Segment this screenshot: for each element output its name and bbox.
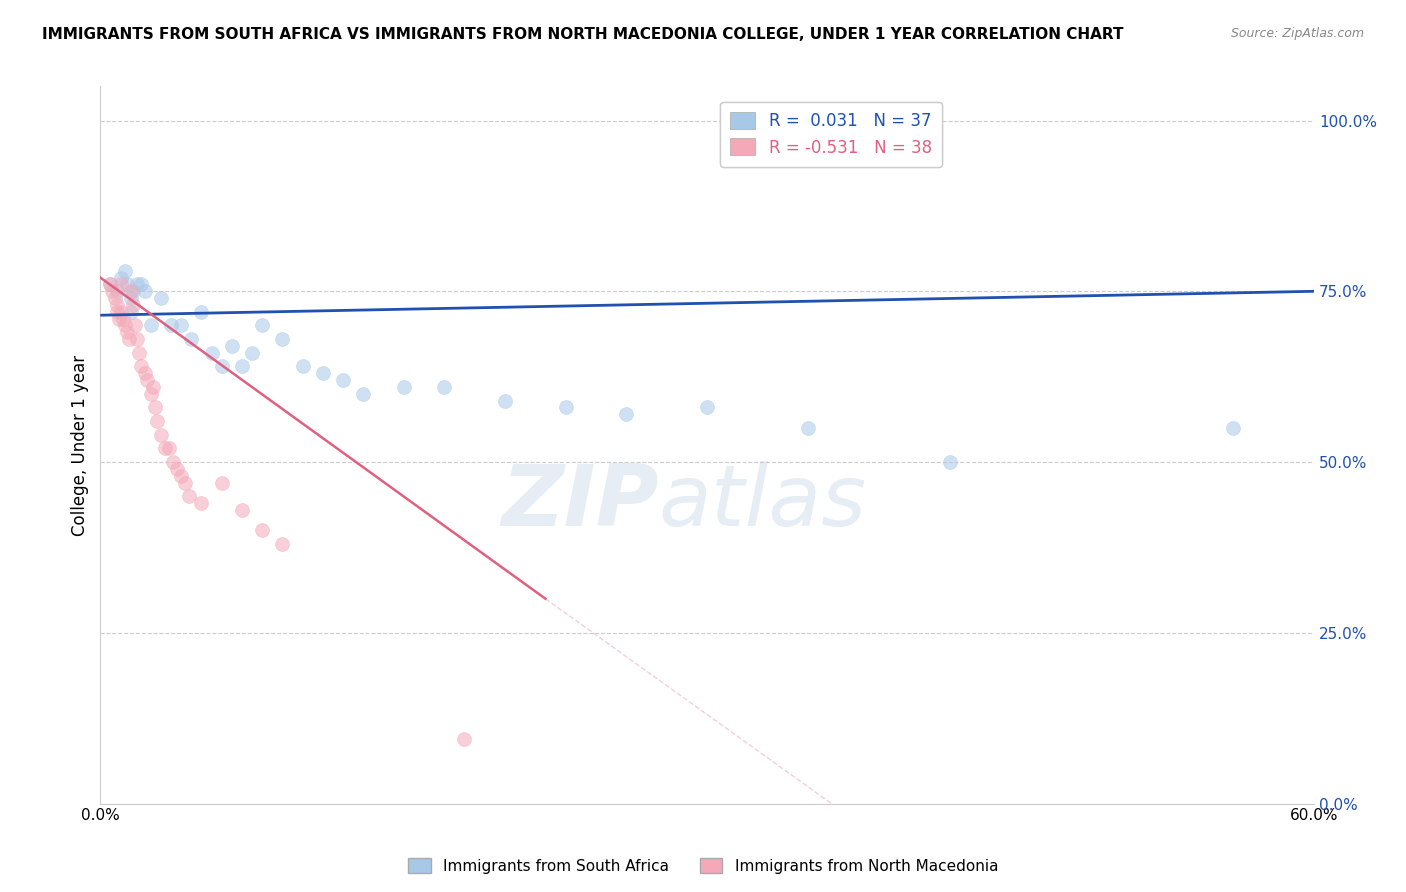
Point <box>614 407 637 421</box>
Point <box>180 332 202 346</box>
Point <box>134 366 156 380</box>
Point <box>392 380 415 394</box>
Point <box>129 359 152 374</box>
Text: Source: ZipAtlas.com: Source: ZipAtlas.com <box>1230 27 1364 40</box>
Point <box>111 311 134 326</box>
Point <box>110 270 132 285</box>
Point <box>166 462 188 476</box>
Point <box>125 332 148 346</box>
Text: IMMIGRANTS FROM SOUTH AFRICA VS IMMIGRANTS FROM NORTH MACEDONIA COLLEGE, UNDER 1: IMMIGRANTS FROM SOUTH AFRICA VS IMMIGRAN… <box>42 27 1123 42</box>
Point <box>114 264 136 278</box>
Point <box>120 285 142 299</box>
Point <box>105 305 128 319</box>
Point <box>250 318 273 333</box>
Point <box>332 373 354 387</box>
Point <box>174 475 197 490</box>
Point <box>120 305 142 319</box>
Point <box>211 475 233 490</box>
Point <box>170 468 193 483</box>
Point <box>100 277 122 292</box>
Point <box>271 332 294 346</box>
Point <box>179 489 201 503</box>
Legend: Immigrants from South Africa, Immigrants from North Macedonia: Immigrants from South Africa, Immigrants… <box>402 852 1004 880</box>
Point <box>160 318 183 333</box>
Point <box>121 298 143 312</box>
Point <box>150 291 173 305</box>
Point <box>352 386 374 401</box>
Legend: R =  0.031   N = 37, R = -0.531   N = 38: R = 0.031 N = 37, R = -0.531 N = 38 <box>720 102 942 167</box>
Text: ZIP: ZIP <box>501 461 658 544</box>
Point <box>190 496 212 510</box>
Point <box>115 326 138 340</box>
Point <box>125 277 148 292</box>
Point <box>271 537 294 551</box>
Point <box>211 359 233 374</box>
Point <box>128 345 150 359</box>
Point <box>231 359 253 374</box>
Point <box>231 503 253 517</box>
Point <box>150 427 173 442</box>
Point <box>124 318 146 333</box>
Point <box>139 386 162 401</box>
Point <box>105 285 128 299</box>
Point <box>107 311 129 326</box>
Point <box>162 455 184 469</box>
Point <box>939 455 962 469</box>
Point <box>118 332 141 346</box>
Point <box>554 401 576 415</box>
Point <box>494 393 516 408</box>
Point <box>115 277 138 292</box>
Text: atlas: atlas <box>658 461 866 544</box>
Point <box>1222 421 1244 435</box>
Point <box>139 318 162 333</box>
Point <box>170 318 193 333</box>
Point <box>221 339 243 353</box>
Point <box>101 285 124 299</box>
Point <box>250 524 273 538</box>
Point <box>120 291 142 305</box>
Point <box>121 285 143 299</box>
Point <box>134 285 156 299</box>
Point <box>433 380 456 394</box>
Point <box>190 305 212 319</box>
Point <box>797 421 820 435</box>
Y-axis label: College, Under 1 year: College, Under 1 year <box>72 354 89 535</box>
Point <box>142 380 165 394</box>
Point <box>114 318 136 333</box>
Point <box>103 291 125 305</box>
Point <box>240 345 263 359</box>
Point <box>105 298 128 312</box>
Point <box>201 345 224 359</box>
Point <box>146 414 169 428</box>
Point <box>135 373 157 387</box>
Point <box>291 359 314 374</box>
Point <box>143 401 166 415</box>
Point <box>153 442 176 456</box>
Point <box>696 401 718 415</box>
Point <box>157 442 180 456</box>
Point <box>453 731 475 746</box>
Point <box>312 366 335 380</box>
Point <box>100 277 122 292</box>
Point <box>110 277 132 292</box>
Point <box>110 305 132 319</box>
Point <box>129 277 152 292</box>
